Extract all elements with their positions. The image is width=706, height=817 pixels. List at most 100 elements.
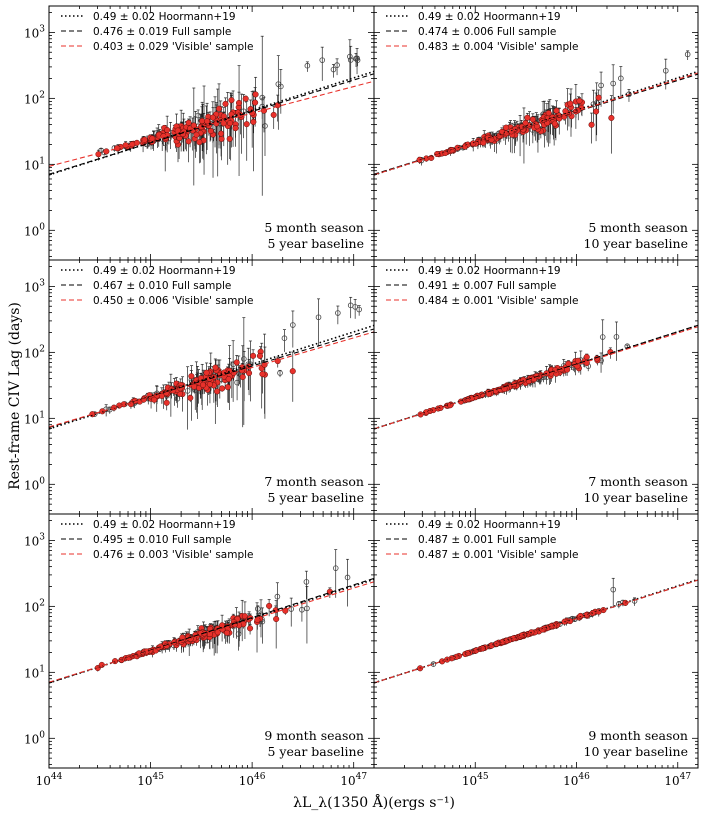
y-tick-label: 103 [24, 278, 45, 294]
plot-area [374, 577, 698, 684]
visible-data-point [423, 409, 430, 416]
visible-data-point [174, 127, 181, 134]
visible-data-point [224, 384, 231, 391]
legend-entry: 0.49 ± 0.02 Hoormann+19 [93, 519, 236, 531]
visible-data-point [270, 111, 277, 118]
open-data-point [344, 574, 351, 581]
visible-data-point [219, 385, 226, 392]
visible-data-point [289, 368, 296, 375]
visible-data-point [203, 369, 210, 376]
open-data-point [184, 388, 191, 394]
visible-data-point [595, 94, 602, 101]
legend: 0.49 ± 0.02 Hoormann+19 0.474 ± 0.006 Ful… [386, 11, 579, 53]
panel-4: 0.49 ± 0.02 Hoormann+19 0.491 ± 0.007 Ful… [373, 259, 699, 515]
legend-entry: 0.487 ± 0.001 'Visible' sample [418, 549, 579, 561]
open-data-point [235, 631, 242, 637]
open-data-point [347, 57, 354, 63]
visible-data-point [565, 360, 572, 367]
season-label: 9 month season [588, 728, 688, 743]
visible-data-point [112, 658, 119, 665]
visible-data-point [252, 99, 259, 106]
legend-entry: 0.476 ± 0.003 'Visible' sample [93, 549, 254, 561]
visible-data-point [164, 127, 171, 134]
visible-data-point [185, 119, 192, 126]
x-tick-label: 1045 [462, 772, 489, 788]
baseline-label: 5 year baseline [268, 744, 365, 759]
open-data-point [278, 83, 284, 90]
season-label: 7 month season [588, 474, 688, 489]
visible-data-point [551, 120, 558, 127]
open-data-point [354, 55, 360, 62]
visible-data-point [239, 374, 246, 381]
data-points [95, 35, 361, 196]
visible-data-point [215, 105, 223, 112]
legend-entry: 0.495 ± 0.010 Full sample [93, 534, 231, 546]
visible-data-point [503, 124, 510, 131]
visible-data-point [122, 142, 129, 149]
legend: 0.49 ± 0.02 Hoormann+19 0.495 ± 0.010 Ful… [61, 519, 254, 561]
open-data-point [304, 605, 310, 612]
open-data-point [319, 57, 326, 63]
legend-entry: 0.49 ± 0.02 Hoormann+19 [418, 265, 561, 277]
visible-data-point [247, 625, 254, 632]
y-tick-label: 101 [24, 410, 45, 426]
visible-data-point [190, 122, 197, 129]
full-sample-fit-line [49, 73, 374, 175]
y-tick-label: 103 [24, 24, 45, 40]
legend-entry: 0.484 ± 0.001 'Visible' sample [418, 295, 579, 307]
visible-data-point [207, 127, 214, 135]
x-tick-label: 1047 [664, 772, 691, 788]
visible-data-point [191, 383, 198, 390]
visible-data-point [223, 629, 231, 636]
visible-data-point [567, 100, 574, 107]
visible-data-point [232, 125, 239, 132]
plot-area [49, 35, 374, 196]
visible-data-point [233, 359, 240, 366]
legend-entry: 0.49 ± 0.02 Hoormann+19 [418, 11, 561, 23]
visible-data-point [222, 100, 229, 107]
open-data-point [281, 335, 288, 341]
visible-data-point [188, 373, 195, 380]
visible-data-point [89, 411, 96, 418]
visible-data-point [250, 118, 257, 125]
open-data-point [684, 51, 691, 58]
visible-sample-fit-line [374, 326, 698, 430]
open-data-point [332, 565, 339, 571]
visible-data-point [273, 615, 280, 623]
visible-data-point [187, 394, 194, 401]
open-data-point [599, 334, 606, 340]
visible-data-point [209, 114, 216, 121]
panel-1: 100 101 102 103 0.49 ± 0.02 Hoormann+19 0.476… [24, 5, 375, 261]
data-points [416, 50, 691, 166]
panel-3: 100 101 102 103 0.49 ± 0.02 Hoormann+19 0.467… [24, 259, 375, 515]
y-tick-label: 102 [24, 344, 45, 360]
open-data-point [610, 586, 617, 593]
legend-entry: 0.467 ± 0.010 Full sample [93, 280, 231, 292]
open-data-point [174, 395, 181, 402]
x-axis-label: λL_λ(1350 Å)(ergs s⁻¹) [293, 793, 455, 811]
open-data-point [598, 82, 604, 89]
visible-data-point [226, 135, 233, 142]
open-data-point [347, 53, 353, 60]
open-data-point [290, 322, 296, 328]
plot-area [374, 319, 698, 430]
season-label: 5 month season [588, 220, 688, 235]
visible-sample-fit-line [49, 331, 374, 428]
visible-data-point [193, 131, 200, 138]
legend: 0.49 ± 0.02 Hoormann+19 0.487 ± 0.001 Ful… [386, 519, 579, 561]
open-data-point [288, 606, 295, 612]
y-tick-label: 102 [24, 598, 45, 614]
baseline-label: 10 year baseline [584, 236, 688, 251]
legend-entry: 0.483 ± 0.004 'Visible' sample [418, 41, 579, 53]
open-data-point [335, 310, 341, 316]
legend: 0.49 ± 0.02 Hoormann+19 0.476 ± 0.019 Ful… [61, 11, 254, 53]
season-label: 5 month season [264, 220, 364, 235]
open-data-point [299, 606, 305, 613]
baseline-label: 10 year baseline [584, 744, 688, 759]
y-tick-label: 100 [24, 222, 45, 238]
visible-data-point [151, 396, 158, 403]
visible-sample-fit-line [374, 579, 698, 684]
legend-entry: 0.474 ± 0.006 Full sample [418, 26, 556, 38]
legend-entry: 0.491 ± 0.007 Full sample [418, 280, 556, 292]
